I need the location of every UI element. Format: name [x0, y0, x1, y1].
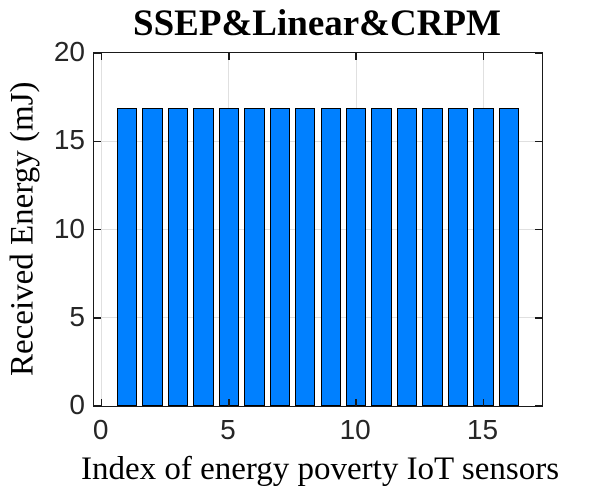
x-tick-label: 15	[466, 414, 499, 445]
axis-tick-mark	[94, 52, 101, 54]
axis-tick-mark	[100, 53, 103, 60]
axis-tick-mark	[535, 52, 542, 54]
y-tick-label: 5	[69, 300, 85, 332]
axis-tick-mark	[100, 399, 103, 406]
bar	[371, 107, 392, 406]
chart-title: SSEP&Linear&CRPM	[133, 3, 501, 44]
axis-tick-mark	[535, 140, 542, 142]
bar	[218, 107, 240, 406]
gridline-horizontal	[94, 140, 542, 142]
bar	[295, 107, 316, 406]
bar	[142, 107, 163, 406]
y-tick-label: 0	[69, 389, 85, 420]
axis-tick-mark	[94, 405, 101, 407]
axis-tick-mark	[535, 405, 542, 407]
bar	[447, 107, 469, 406]
bar	[320, 107, 341, 406]
axis-tick-mark	[355, 53, 357, 60]
x-tick-label: 10	[339, 414, 371, 445]
plot-area	[93, 52, 543, 407]
bar	[396, 107, 418, 406]
y-tick-label: 15	[53, 124, 85, 156]
y-tick-label: 20	[53, 36, 85, 67]
x-axis-label: Index of energy poverty IoT sensors	[80, 451, 560, 487]
axis-tick-mark	[228, 53, 230, 60]
bar	[193, 107, 214, 406]
gridline-horizontal	[94, 317, 542, 319]
axis-tick-mark	[482, 399, 485, 406]
bar	[498, 107, 520, 406]
axis-tick-mark	[94, 228, 101, 231]
y-tick-label: 10	[53, 212, 85, 244]
bar	[422, 107, 443, 406]
x-tick-label: 5	[220, 414, 236, 445]
axis-tick-mark	[535, 228, 542, 231]
axis-tick-mark	[94, 140, 101, 142]
bar	[346, 107, 367, 406]
bar	[269, 107, 290, 406]
bar	[167, 107, 189, 406]
axis-tick-mark	[228, 399, 230, 406]
gridline-horizontal	[94, 229, 542, 230]
axis-tick-mark	[355, 399, 357, 406]
x-tick-label: 0	[92, 414, 109, 445]
bar	[473, 107, 494, 406]
axis-tick-mark	[482, 53, 485, 60]
bar	[244, 107, 265, 406]
bar	[116, 107, 138, 406]
axis-tick-mark	[535, 317, 542, 319]
axis-tick-mark	[94, 317, 101, 319]
